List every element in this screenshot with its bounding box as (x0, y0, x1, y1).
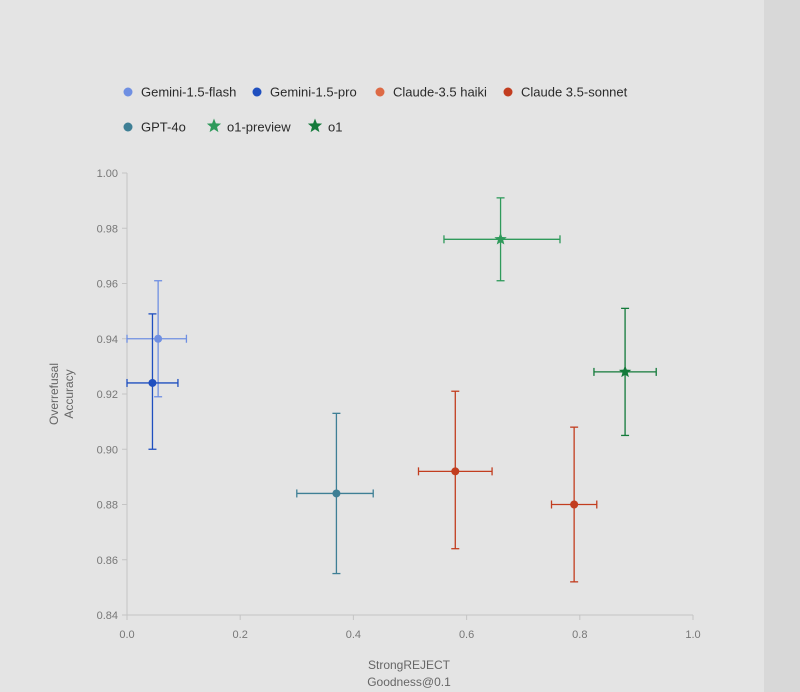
legend-item: Gemini-1.5-flash (123, 85, 236, 100)
data-circle-marker (148, 378, 157, 387)
data-point-group (443, 197, 561, 282)
y-tick-label: 0.92 (97, 389, 118, 401)
y-tick-label: 1.00 (97, 168, 118, 180)
x-tick-label: 0.8 (572, 629, 587, 641)
x-tick-label: 0.0 (119, 629, 134, 641)
legend-circle-marker (123, 87, 133, 97)
x-axis-title: StrongREJECT Goodness@0.1 (367, 658, 451, 689)
legend-star-marker (307, 118, 323, 133)
legend-item: Claude 3.5-sonnet (503, 85, 628, 100)
legend-item: Claude-3.5 haiki (375, 85, 487, 100)
y-tick-label: 0.96 (97, 279, 118, 291)
y-axis-title: OverrefusalAccuracy (47, 363, 76, 425)
legend-item: o1 (307, 118, 342, 135)
side-strip (764, 0, 800, 692)
legend-item: Gemini-1.5-pro (252, 85, 357, 100)
data-point-group (126, 313, 179, 450)
legend-label: Claude-3.5 haiki (393, 85, 487, 100)
legend-label: Gemini-1.5-flash (141, 85, 236, 100)
legend-label: o1 (328, 120, 342, 135)
x-axis-title-line: StrongREJECT (368, 658, 451, 672)
legend-label: GPT-4o (141, 120, 186, 135)
data-circle-marker (154, 334, 163, 343)
data-star-marker (494, 232, 507, 245)
x-axis-title-line: Goodness@0.1 (367, 675, 451, 689)
legend-circle-marker (503, 87, 513, 97)
legend-item: GPT-4o (123, 120, 186, 135)
y-tick-label: 0.86 (97, 555, 118, 567)
x-tick-label: 0.4 (346, 629, 361, 641)
legend-circle-marker (375, 87, 385, 97)
data-point-group (296, 412, 374, 575)
x-tick-label: 0.6 (459, 629, 474, 641)
y-tick-label: 0.94 (97, 334, 118, 346)
scatter-chart: Gemini-1.5-flash Gemini-1.5-pro Claude-3.5… (47, 85, 701, 690)
legend: Gemini-1.5-flash Gemini-1.5-pro Claude-3.5… (123, 85, 628, 135)
data-circle-marker (451, 467, 460, 476)
data-point-group (550, 426, 598, 583)
data-point-group (417, 390, 493, 550)
legend-circle-marker (123, 122, 133, 132)
legend-label: Claude 3.5-sonnet (521, 85, 628, 100)
y-tick-label: 0.98 (97, 223, 118, 235)
legend-circle-marker (252, 87, 262, 97)
y-axis-title-line: Overrefusal (47, 363, 61, 425)
data-circle-marker (332, 489, 341, 498)
x-tick-label: 0.2 (233, 629, 248, 641)
data-point-group (593, 307, 657, 437)
legend-label: Gemini-1.5-pro (270, 85, 357, 100)
y-axis-title-line: Accuracy (62, 369, 76, 418)
axes: 0.84 0.86 0.88 0.90 0.92 0.94 0.96 0.98 1.00 0.0 0… (47, 168, 701, 689)
x-tick-label: 1.0 (685, 629, 700, 641)
legend-label: o1-preview (227, 120, 291, 135)
data-circle-marker (570, 500, 579, 509)
y-tick-label: 0.88 (97, 500, 118, 512)
y-tick-label: 0.84 (97, 610, 118, 622)
legend-star-marker (206, 118, 222, 133)
y-tick-label: 0.90 (97, 444, 118, 456)
data-star-marker (618, 365, 632, 378)
data-point-group (126, 280, 188, 398)
legend-item: o1-preview (206, 118, 291, 135)
chart-marks (126, 197, 657, 583)
